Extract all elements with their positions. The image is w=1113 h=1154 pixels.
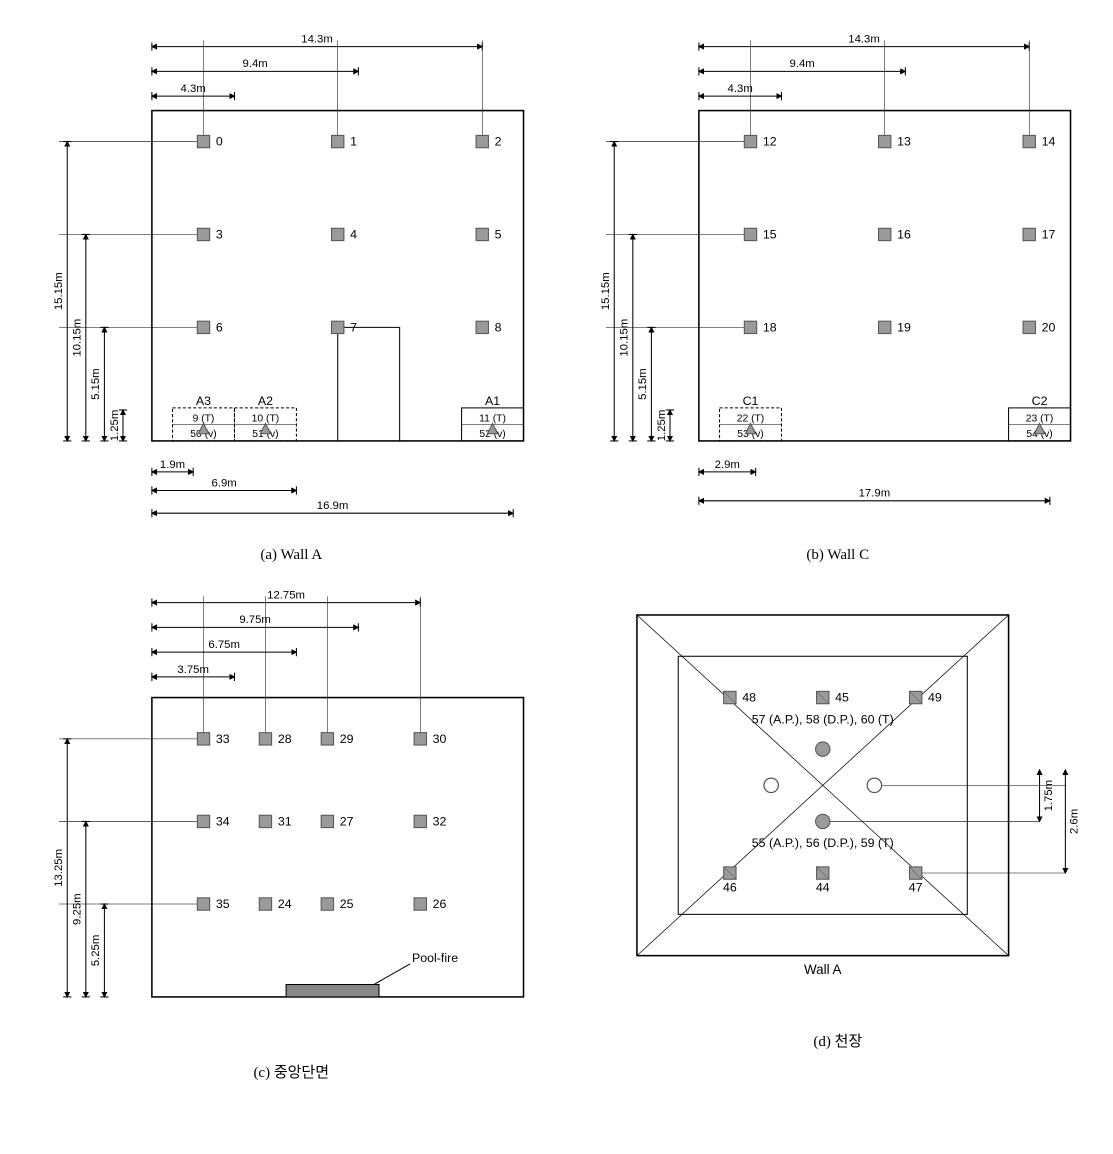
svg-text:5.15m: 5.15m xyxy=(637,368,649,400)
svg-text:2.6m: 2.6m xyxy=(1068,809,1080,834)
svg-text:33: 33 xyxy=(216,732,230,746)
svg-text:5: 5 xyxy=(495,228,502,242)
svg-text:15: 15 xyxy=(762,228,776,242)
svg-text:1.25m: 1.25m xyxy=(655,410,667,442)
panel-wall-a: 14.3m 9.4m 4.3m 15.15m 10.15m 5.15m 1.25m 1.9m 6… xyxy=(28,28,555,564)
panel-ceiling: 1.75m 2.6m 48 45 49 46 44 47 57 (A.P.), 58 (D.P.… xyxy=(575,584,1102,1083)
svg-text:C2: C2 xyxy=(1031,394,1047,408)
svg-text:13: 13 xyxy=(897,135,911,149)
svg-text:46: 46 xyxy=(722,880,736,894)
svg-text:20: 20 xyxy=(1041,321,1055,335)
svg-text:10.15m: 10.15m xyxy=(618,319,630,357)
svg-text:25: 25 xyxy=(340,897,354,911)
svg-text:17: 17 xyxy=(1041,228,1055,242)
svg-text:12.75m: 12.75m xyxy=(267,589,305,601)
svg-text:26: 26 xyxy=(433,897,447,911)
caption-c: (c) 중앙단면 xyxy=(28,1061,555,1082)
svg-text:16.9m: 16.9m xyxy=(317,500,349,512)
svg-text:15.15m: 15.15m xyxy=(53,272,65,310)
svg-text:24: 24 xyxy=(278,897,292,911)
svg-text:2.9m: 2.9m xyxy=(714,459,739,471)
svg-text:28: 28 xyxy=(278,732,292,746)
svg-text:Wall A: Wall A xyxy=(804,962,842,977)
svg-text:48: 48 xyxy=(742,691,756,705)
svg-text:12: 12 xyxy=(762,135,776,149)
svg-text:4: 4 xyxy=(350,228,357,242)
svg-text:14: 14 xyxy=(1041,135,1055,149)
svg-text:57 (A.P.), 58 (D.P.), 60 (T): 57 (A.P.), 58 (D.P.), 60 (T) xyxy=(751,712,893,726)
svg-text:5.25m: 5.25m xyxy=(90,935,102,967)
svg-text:47: 47 xyxy=(908,880,922,894)
svg-text:3: 3 xyxy=(216,228,223,242)
svg-text:14.3m: 14.3m xyxy=(848,33,880,45)
svg-text:9.4m: 9.4m xyxy=(243,58,268,70)
svg-text:3.75m: 3.75m xyxy=(177,664,209,676)
svg-text:0: 0 xyxy=(216,135,223,149)
caption-a: (a) Wall A xyxy=(28,547,555,564)
panel-wall-c: 14.3m 9.4m 4.3m 15.15m 10.15m 5.15m 1.25m 2.9m 1… xyxy=(575,28,1102,564)
svg-text:32: 32 xyxy=(433,814,447,828)
svg-text:19: 19 xyxy=(897,321,911,335)
svg-text:A2: A2 xyxy=(258,394,273,408)
svg-text:9.4m: 9.4m xyxy=(789,58,814,70)
svg-text:15.15m: 15.15m xyxy=(600,272,612,310)
svg-text:16: 16 xyxy=(897,228,911,242)
svg-text:Pool-fire: Pool-fire xyxy=(412,951,458,965)
svg-text:6: 6 xyxy=(216,321,223,335)
svg-text:44: 44 xyxy=(815,880,829,894)
caption-d: (d) 천장 xyxy=(575,1030,1102,1051)
panel-center-section: 12.75m 9.75m 6.75m 3.75m 13.25m 9.25m 5.25m 33 2… xyxy=(28,584,555,1083)
svg-text:1.75m: 1.75m xyxy=(1042,780,1054,812)
wall-c-svg: 14.3m 9.4m 4.3m 15.15m 10.15m 5.15m 1.25m 2.9m 1… xyxy=(575,28,1102,534)
svg-text:14.3m: 14.3m xyxy=(301,33,333,45)
svg-text:1.25m: 1.25m xyxy=(109,410,121,442)
svg-text:10.15m: 10.15m xyxy=(72,319,84,357)
svg-text:4.3m: 4.3m xyxy=(727,83,752,95)
center-svg: 12.75m 9.75m 6.75m 3.75m 13.25m 9.25m 5.25m 33 2… xyxy=(28,584,555,1049)
svg-text:1: 1 xyxy=(350,135,357,149)
svg-text:34: 34 xyxy=(216,814,230,828)
svg-text:55 (A.P.), 56 (D.P.), 59 (T): 55 (A.P.), 56 (D.P.), 59 (T) xyxy=(751,836,893,850)
ceiling-svg: 1.75m 2.6m 48 45 49 46 44 47 57 (A.P.), 58 (D.P.… xyxy=(575,584,1102,1018)
svg-text:31: 31 xyxy=(278,814,292,828)
svg-text:30: 30 xyxy=(433,732,447,746)
wall-a-svg: 14.3m 9.4m 4.3m 15.15m 10.15m 5.15m 1.25m 1.9m 6… xyxy=(28,28,555,534)
svg-text:C1: C1 xyxy=(742,394,758,408)
svg-text:9.75m: 9.75m xyxy=(239,614,271,626)
svg-text:5.15m: 5.15m xyxy=(90,368,102,400)
svg-text:2: 2 xyxy=(495,135,502,149)
svg-text:6.9m: 6.9m xyxy=(212,477,237,489)
svg-text:49: 49 xyxy=(928,691,942,705)
svg-text:6.75m: 6.75m xyxy=(208,639,240,651)
svg-text:45: 45 xyxy=(835,691,849,705)
svg-text:A3: A3 xyxy=(196,394,211,408)
svg-text:35: 35 xyxy=(216,897,230,911)
svg-text:7: 7 xyxy=(350,321,357,335)
svg-text:27: 27 xyxy=(340,814,354,828)
svg-text:17.9m: 17.9m xyxy=(858,488,890,500)
svg-text:13.25m: 13.25m xyxy=(53,849,65,887)
svg-text:1.9m: 1.9m xyxy=(160,459,185,471)
svg-text:9.25m: 9.25m xyxy=(72,893,84,925)
svg-text:18: 18 xyxy=(762,321,776,335)
svg-text:4.3m: 4.3m xyxy=(181,83,206,95)
svg-text:A1: A1 xyxy=(485,394,500,408)
svg-text:8: 8 xyxy=(495,321,502,335)
svg-text:29: 29 xyxy=(340,732,354,746)
caption-b: (b) Wall C xyxy=(575,547,1102,564)
